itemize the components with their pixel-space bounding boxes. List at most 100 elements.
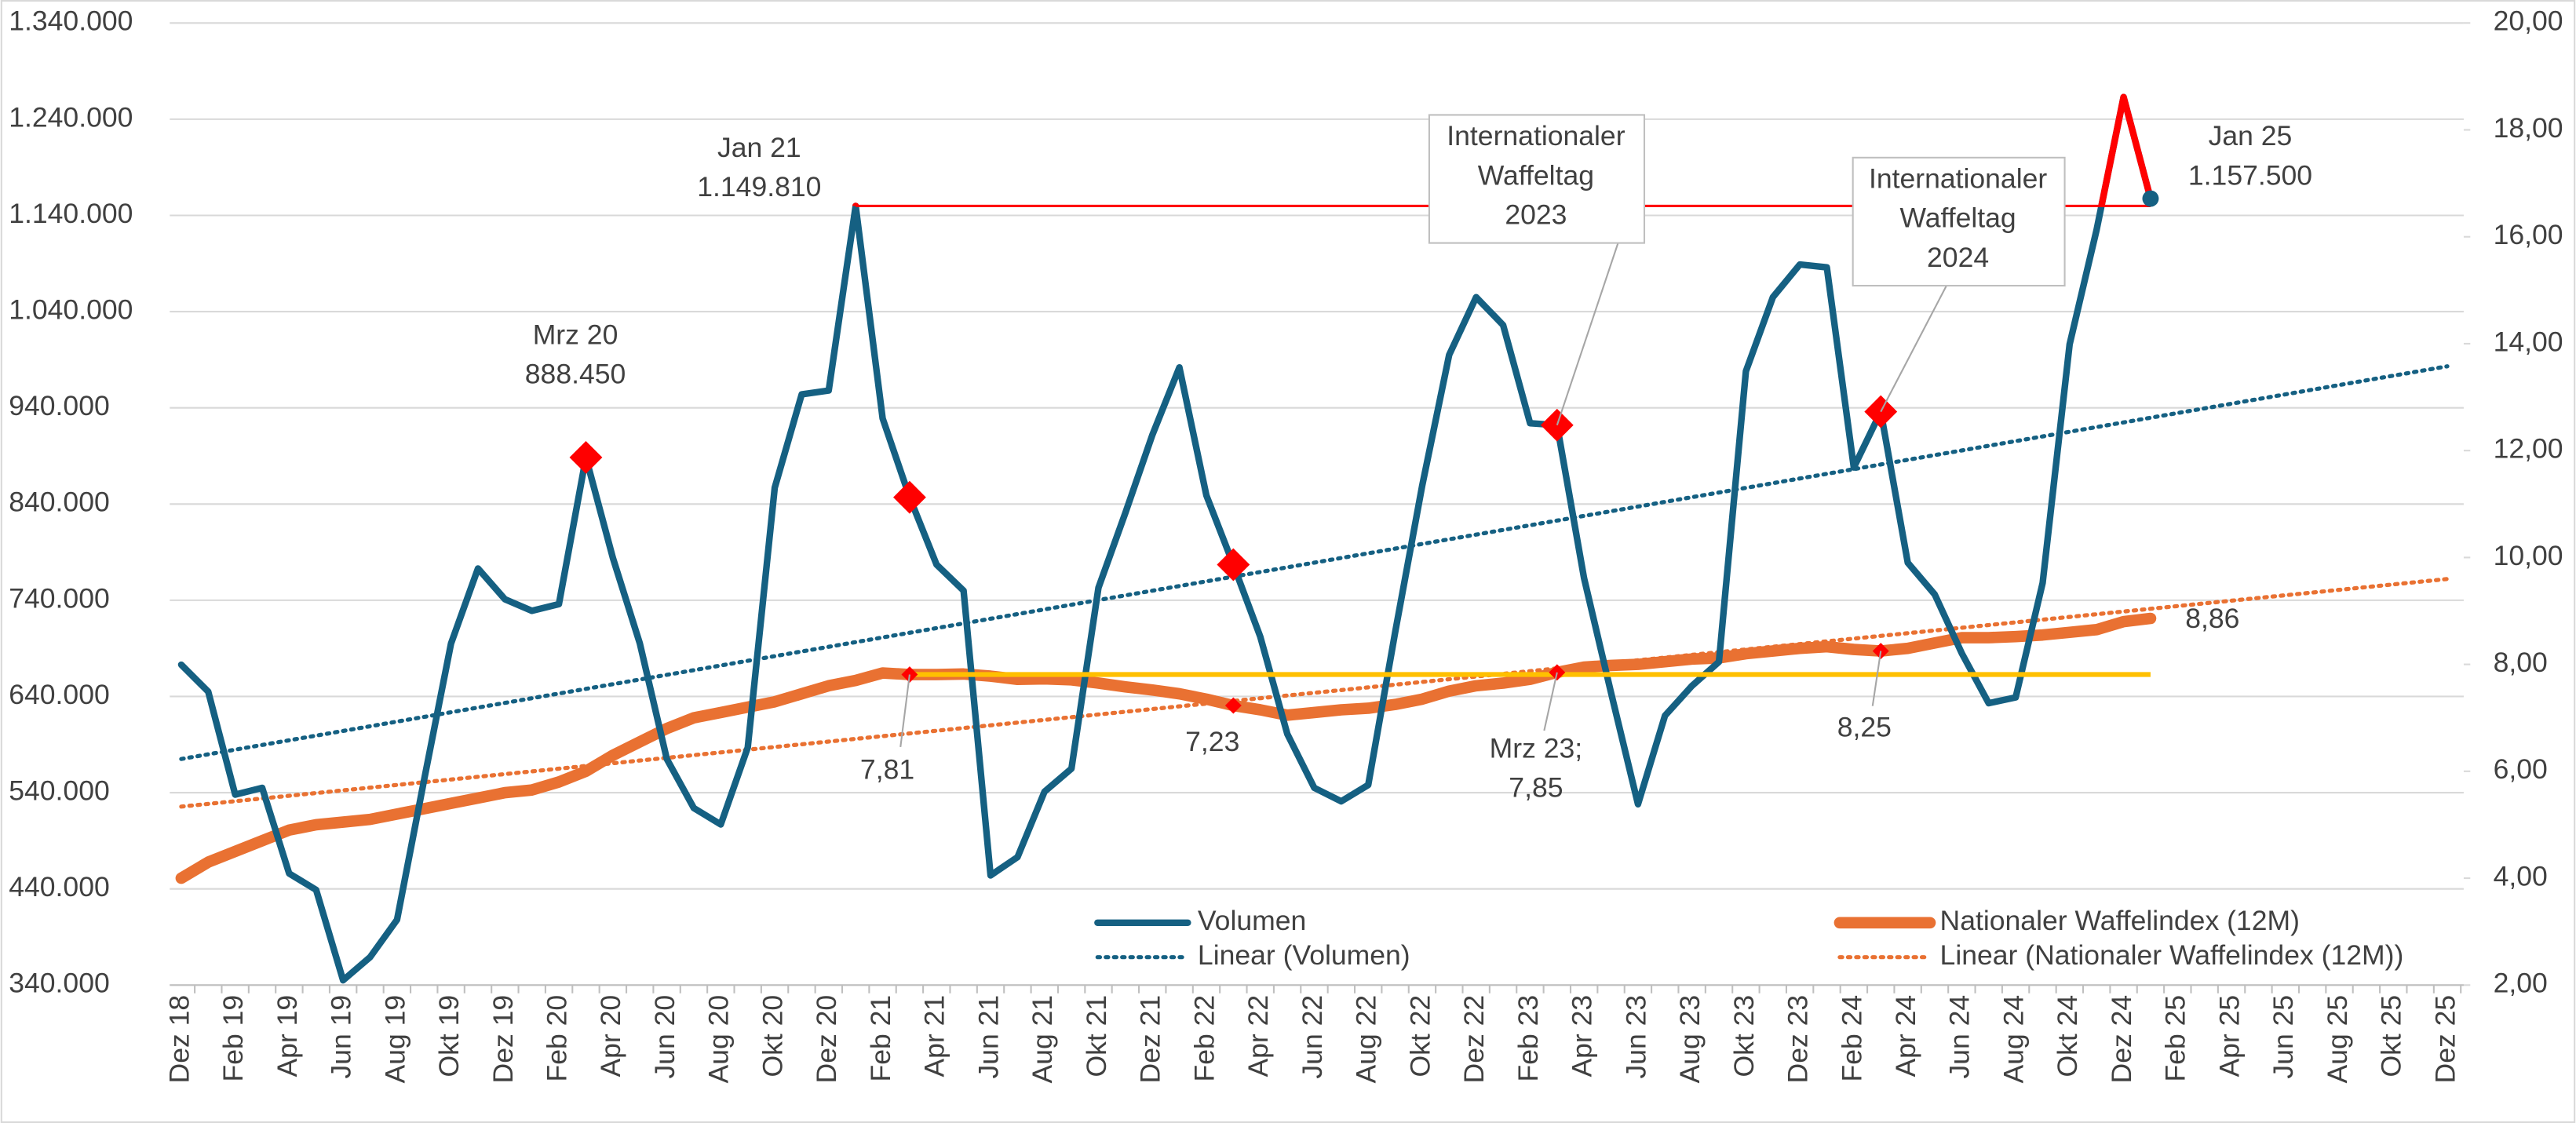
x-tick-label: Jun 20 [649,995,680,1079]
x-tick-label: Okt 23 [1728,995,1760,1077]
x-tick-label: Feb 21 [865,995,896,1082]
y-tick-label: 1.140.000 [9,198,133,229]
annotation-text: 8,25 [1837,711,1892,742]
x-tick-label: Jun 25 [2268,995,2299,1079]
y2-tick-label: 16,00 [2494,219,2563,250]
annotation-text: 2024 [1927,242,1989,273]
x-tick-label: Apr 22 [1242,995,1274,1077]
x-tick-label: Okt 22 [1404,995,1436,1077]
x-tick-label: Dez 23 [1782,995,1814,1084]
callout-box [1852,156,2066,287]
x-tick-label: Apr 19 [272,995,303,1077]
x-tick-label: Feb 19 [217,995,249,1082]
annotation-text: 888.450 [525,358,626,389]
x-tick-label: Okt 25 [2376,995,2407,1077]
x-tick-label: Aug 20 [703,995,735,1084]
x-tick-label: Dez 22 [1458,995,1490,1084]
x-tick-label: Dez 25 [2429,995,2461,1084]
annotation-text: Waffeltag [1899,202,2016,234]
y2-tick-label: 2,00 [2494,968,2548,999]
x-tick-label: Aug 19 [379,995,410,1084]
y2-tick-label: 20,00 [2494,5,2563,37]
x-tick-label: Dez 19 [487,995,519,1084]
series-line [177,93,2155,984]
x-tick-label: Jun 24 [1944,995,1976,1079]
annotation-text: Jan 21 [717,132,801,163]
y-tick-label: 540.000 [9,775,110,806]
point-marker [1224,697,1242,714]
leader-line [1556,242,1619,426]
leader-line [1543,672,1558,731]
x-tick-label: Okt 19 [433,995,465,1077]
y-tick-label: 940.000 [9,390,110,421]
x-tick-label: Aug 21 [1027,995,1058,1084]
annotation-text: 7,85 [1509,772,1563,804]
y2-tick-label: 4,00 [2494,860,2548,891]
annotation-text: 7,23 [1185,726,1239,757]
y2-tick-label: 18,00 [2494,112,2563,144]
annotation-text: Waffeltag [1478,159,1594,191]
y-tick-label: 640.000 [9,679,110,710]
y-tick-label: 340.000 [9,968,110,999]
leader-line [899,674,910,748]
y2-tick-label: 10,00 [2494,540,2563,571]
annotation-text: 8,86 [2185,603,2239,634]
x-tick-label: Feb 22 [1188,995,1220,1082]
x-tick-label: Feb 24 [1836,995,1867,1082]
point-marker [1217,548,1250,582]
x-tick-label: Okt 24 [2052,995,2083,1077]
y-tick-label: 840.000 [9,487,110,518]
series-line [175,612,2157,884]
x-tick-label: Dez 20 [811,995,842,1084]
y-tick-label: 1.040.000 [9,294,133,325]
x-tick-label: Dez 18 [163,995,195,1084]
x-tick-label: Feb 20 [541,995,572,1082]
legend-label: Linear (Nationaler Waffelindex (12M)) [1940,939,2404,971]
annotation-text: 1.157.500 [2188,159,2312,191]
y2-tick-label: 14,00 [2494,326,2563,357]
trendline [179,577,2450,809]
x-tick-label: Jun 23 [1620,995,1651,1079]
annotation-text: 1.149.810 [697,171,821,202]
leader-line [1871,651,1882,706]
x-tick-label: Feb 23 [1512,995,1544,1082]
annotation-text: 7,81 [860,754,914,786]
legend-label: Nationaler Waffelindex (12M) [1940,905,2300,936]
x-tick-label: Jun 22 [1297,995,1328,1079]
x-tick-label: Feb 25 [2160,995,2191,1082]
x-tick-label: Apr 23 [1567,995,1598,1077]
y-tick-label: 1.340.000 [9,5,133,37]
y2-tick-label: 12,00 [2494,433,2563,465]
x-tick-label: Dez 21 [1135,995,1166,1084]
y-tick-label: 440.000 [9,871,110,902]
x-tick-label: Apr 25 [2213,995,2245,1077]
leader-line [1880,285,1947,413]
x-tick-label: Apr 20 [595,995,626,1077]
annotation-text: Internationaler [1869,163,2047,195]
y2-tick-label: 8,00 [2494,647,2548,678]
end-marker [2142,190,2159,207]
annotation-text: Jan 25 [2209,120,2293,151]
y2-tick-label: 6,00 [2494,753,2548,785]
x-tick-label: Aug 22 [1351,995,1382,1084]
x-tick-label: Jun 19 [326,995,357,1079]
x-tick-label: Okt 21 [1081,995,1112,1077]
y-tick-label: 1.240.000 [9,101,133,133]
annotation-text: Internationaler [1447,120,1625,151]
callout-box [1428,114,1646,244]
annotation-text: 2023 [1505,199,1567,231]
trendline [179,364,2450,761]
x-tick-label: Aug 24 [1998,995,2029,1084]
x-tick-label: Aug 25 [2322,995,2353,1084]
legend-label: Linear (Volumen) [1198,939,1410,971]
annotation-text: Mrz 23; [1490,732,1583,764]
x-tick-label: Aug 23 [1674,995,1706,1084]
x-tick-label: Jun 21 [972,995,1004,1079]
annotation-text: Mrz 20 [533,319,618,350]
x-tick-label: Apr 21 [919,995,950,1077]
y-tick-label: 740.000 [9,582,110,614]
x-tick-label: Apr 24 [1890,995,1921,1077]
legend-label: Volumen [1198,905,1306,936]
x-tick-label: Dez 24 [2106,995,2137,1084]
